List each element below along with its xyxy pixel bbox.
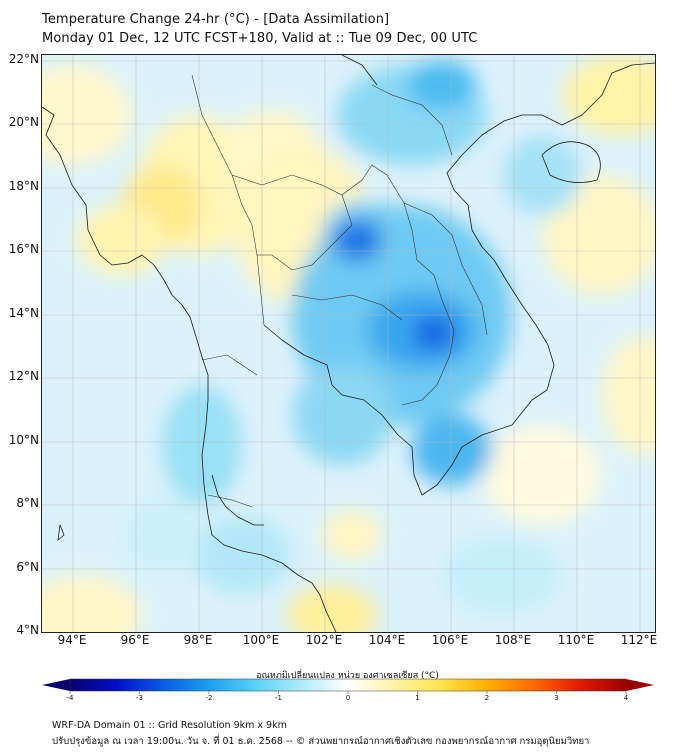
colorbar-gradient [69,678,627,692]
colorbar-tick-neg4: -4 [66,694,74,702]
colorbar-tick-neg1: -1 [275,694,282,702]
lat-label-14n: 14°N [8,306,39,320]
hainan-island [541,141,601,183]
chart-subtitle: Monday 01 Dec, 12 UTC FCST+180, Valid at… [42,31,478,46]
temperature-field [42,55,655,632]
lat-label-16n: 16°N [8,242,39,256]
lat-label-8n: 8°N [16,496,39,510]
lon-label-108e: 108°E [494,633,532,647]
lon-label-106e: 106°E [431,633,469,647]
colorbar-tick-2: 2 [484,694,490,702]
colorbar-tick-neg2: -2 [205,694,213,702]
lat-label-12n: 12°N [8,369,39,383]
lon-label-112e: 112°E [620,633,658,647]
lat-label-20n: 20°N [8,115,39,129]
country-borders [191,74,488,508]
lon-label-98e: 98°E [183,633,213,647]
lat-label-22n: 22°N [8,52,39,66]
colorbar-label: อุณหภูมิเปลี่ยนแปลง หน่วย องศาเซลเซียส (… [256,671,439,681]
update-credit: ปรับปรุงข้อมูล ณ เวลา 19:00น. วัน จ. ที่… [52,736,590,747]
small-island [57,524,65,541]
colorbar-tick-neg3: -3 [136,694,143,702]
lat-lon-grid [42,55,655,632]
temperature-change-map [42,55,655,632]
colorbar-tick-0: 0 [345,694,351,702]
lat-label-18n: 18°N [8,179,39,193]
lon-label-96e: 96°E [120,633,150,647]
lat-label-10n: 10°N [8,433,39,447]
colorbar-max-arrow [626,679,654,691]
lon-label-100e: 100°E [242,633,280,647]
coastlines [42,55,655,632]
lat-label-6n: 6°N [16,560,39,574]
model-info: WRF-DA Domain 01 :: Grid Resolution 9km … [52,720,287,731]
colorbar-tick-3: 3 [554,694,559,702]
lon-label-102e: 102°E [305,633,343,647]
lon-label-104e: 104°E [368,633,406,647]
colorbar-tick-1: 1 [415,694,420,702]
colorbar [42,678,654,694]
colorbar-tick-4: 4 [623,694,629,702]
lon-label-110e: 110°E [557,633,595,647]
lat-label-4n: 4°N [16,623,39,637]
lon-label-94e: 94°E [57,633,87,647]
colorbar-ticks [69,691,627,694]
map-panel [41,54,656,633]
chart-title: Temperature Change 24-hr (°C) - [Data As… [42,12,390,27]
colorbar-min-arrow [42,679,70,691]
